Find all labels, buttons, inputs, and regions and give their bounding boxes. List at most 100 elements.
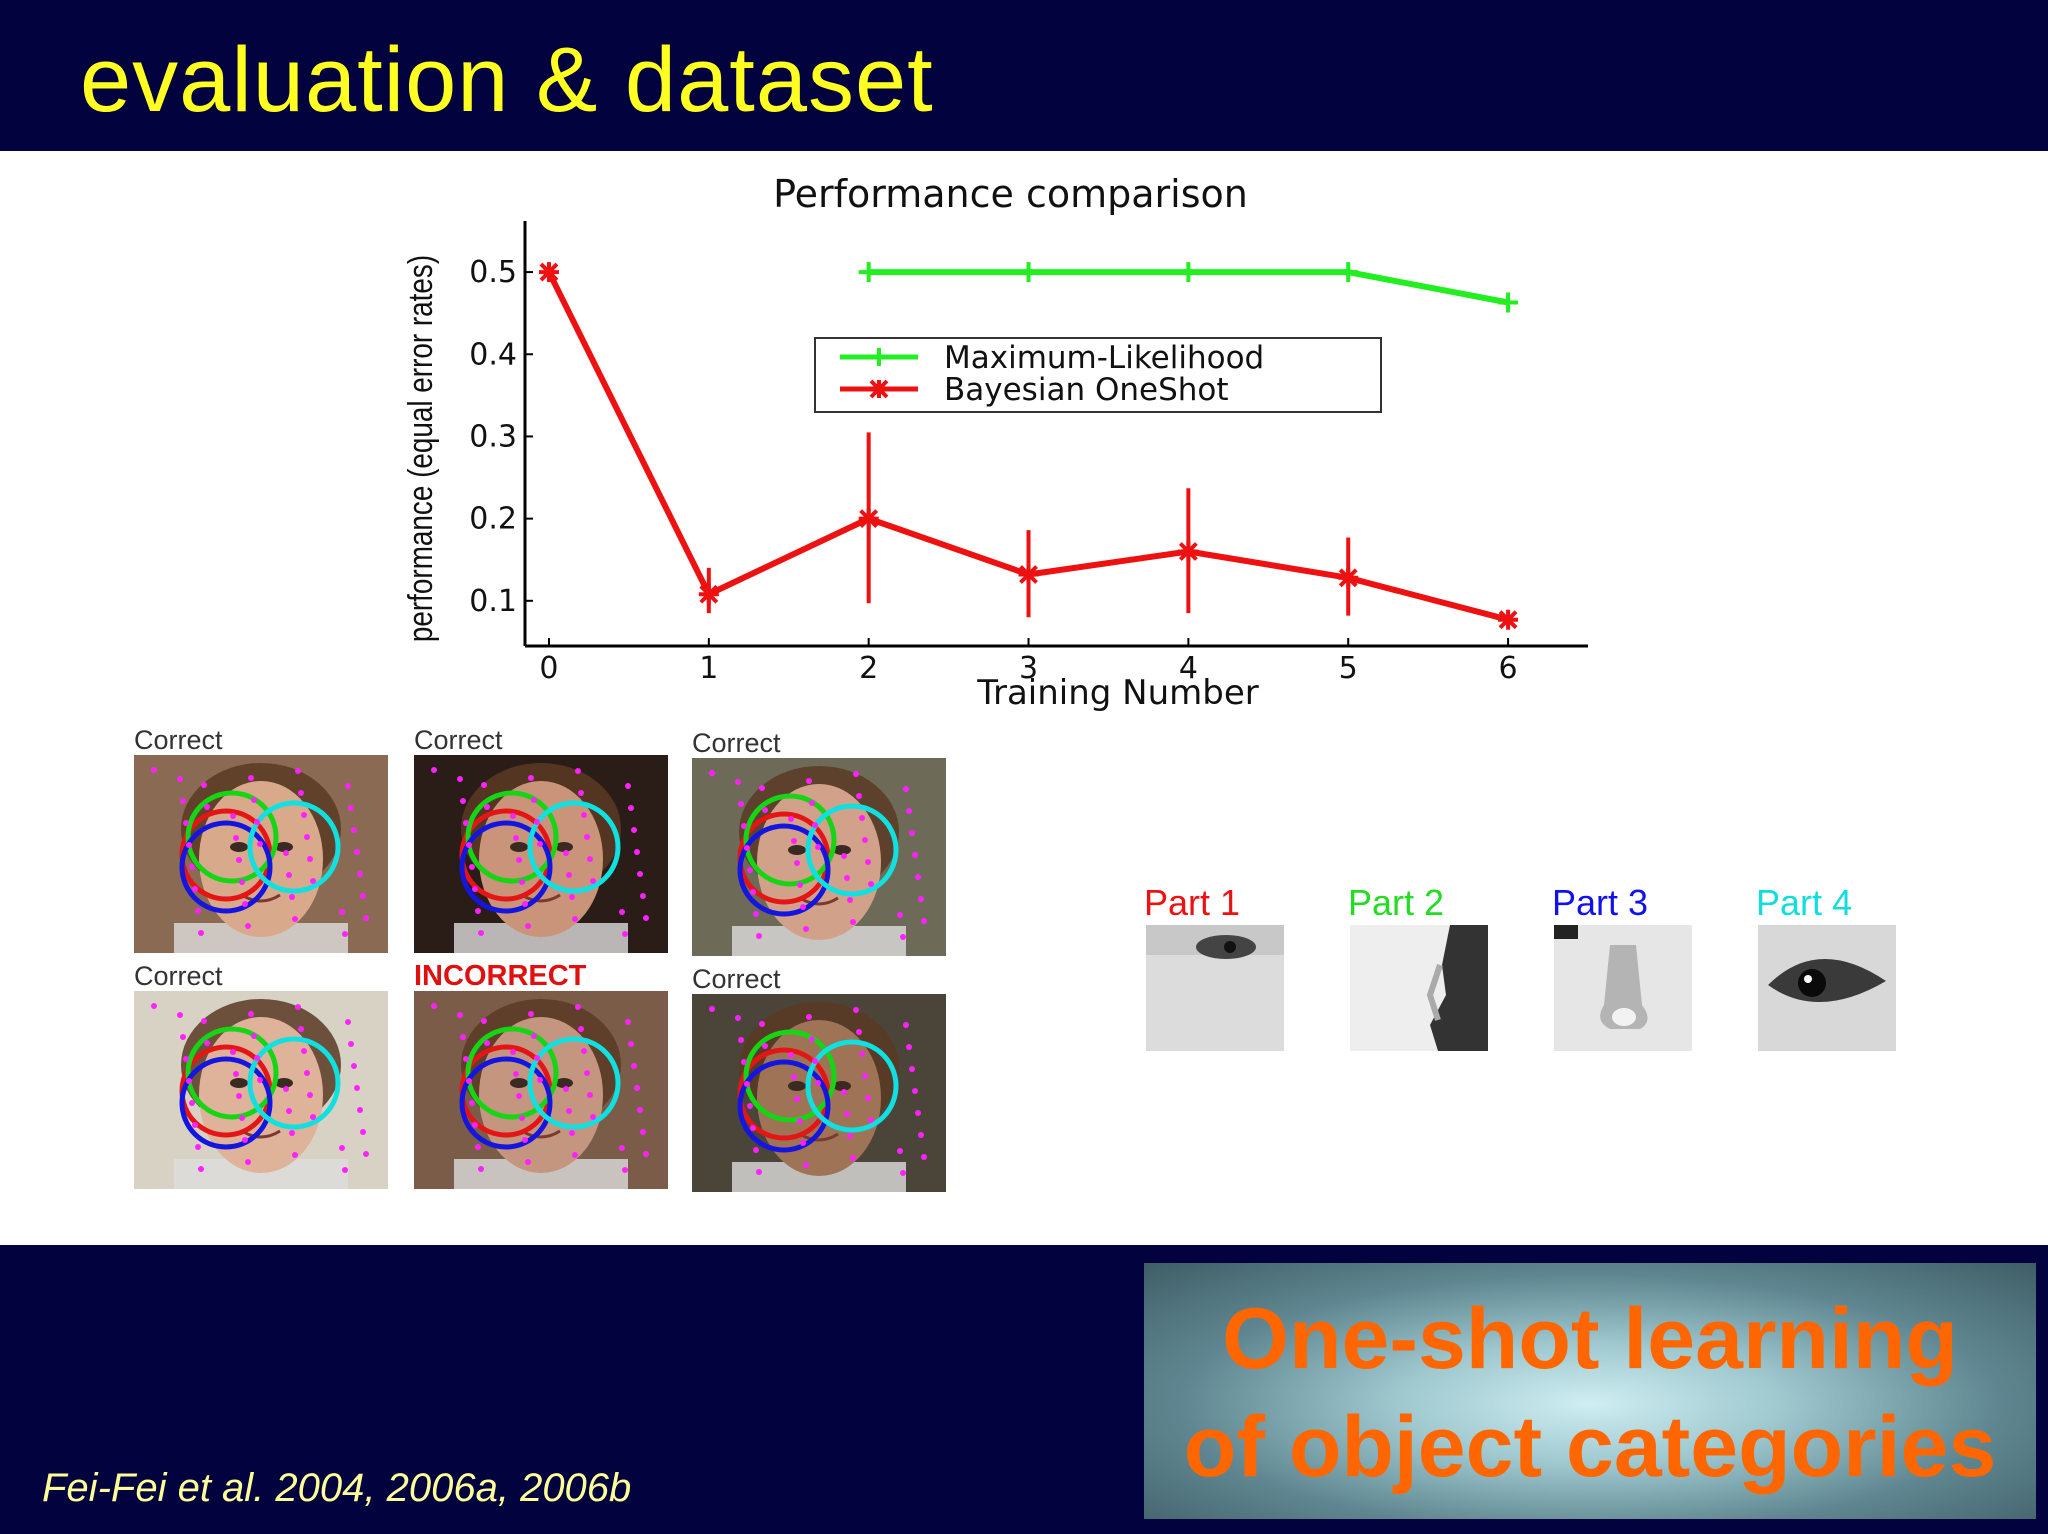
interest-point	[248, 775, 254, 781]
interest-point	[242, 901, 248, 907]
interest-point	[254, 819, 260, 825]
part-circle	[459, 820, 553, 914]
interest-point	[625, 1019, 631, 1025]
interest-point	[756, 1169, 762, 1175]
legend-label: Bayesian OneShot	[944, 372, 1229, 408]
interest-point	[522, 1137, 528, 1143]
interest-point	[180, 798, 186, 804]
eye-patch-icon	[1146, 925, 1284, 1051]
part-3: Part 3	[1552, 881, 1694, 1051]
interest-point	[475, 908, 481, 914]
interest-point	[242, 1137, 248, 1143]
interest-point	[189, 1100, 195, 1106]
eye-shape	[275, 842, 293, 852]
part-circle	[465, 1026, 559, 1120]
interest-point	[738, 1037, 744, 1043]
eye-shape	[788, 845, 806, 855]
interest-point	[357, 871, 363, 877]
interest-point	[847, 897, 853, 903]
interest-point	[750, 889, 756, 895]
interest-point	[475, 1144, 481, 1150]
interest-point	[918, 1132, 924, 1138]
interest-point	[859, 1051, 865, 1057]
interest-point	[903, 786, 909, 792]
interest-point	[912, 852, 918, 858]
x-tick-label: 3	[1019, 651, 1038, 686]
interest-point	[469, 864, 475, 870]
interest-point	[643, 915, 649, 921]
slide-title: evaluation & dataset	[80, 29, 934, 131]
interest-point	[906, 1044, 912, 1050]
interest-point	[292, 916, 298, 922]
eye-patch-icon	[1758, 925, 1896, 1051]
interest-point	[897, 1148, 903, 1154]
face-result-4: Correct	[134, 961, 388, 1189]
face-photo	[692, 994, 946, 1192]
interest-point	[631, 827, 637, 833]
interest-point	[741, 1059, 747, 1065]
interest-point	[587, 856, 593, 862]
data-point	[1178, 541, 1199, 562]
interest-point	[310, 1114, 316, 1120]
interest-point	[619, 1145, 625, 1151]
data-point	[698, 584, 719, 605]
interest-point	[756, 933, 762, 939]
interest-point	[788, 1052, 794, 1058]
interest-point	[921, 918, 927, 924]
interest-point	[584, 1070, 590, 1076]
interest-point	[584, 834, 590, 840]
part-circle	[737, 1059, 831, 1153]
x-tick-label: 6	[1499, 651, 1518, 686]
eye-shape	[555, 1078, 573, 1088]
x-tick-label: 0	[539, 651, 558, 686]
interest-point	[363, 1151, 369, 1157]
interest-point	[575, 768, 581, 774]
interest-point	[865, 1095, 871, 1101]
interest-point	[815, 1080, 821, 1086]
interest-point	[151, 767, 157, 773]
interest-point	[581, 812, 587, 818]
interest-point	[180, 1034, 186, 1040]
chart-title: Performance comparison	[773, 172, 1248, 216]
interest-point	[251, 1033, 257, 1039]
interest-point	[286, 1108, 292, 1114]
interest-point	[283, 1086, 289, 1092]
interest-point	[637, 871, 643, 877]
interest-point	[298, 1026, 304, 1032]
interest-point	[363, 915, 369, 921]
data-point	[1018, 564, 1039, 585]
interest-point	[457, 1012, 463, 1018]
interest-point	[360, 893, 366, 899]
part-circle	[179, 820, 273, 914]
interest-point	[463, 820, 469, 826]
interest-point	[572, 916, 578, 922]
interest-point	[522, 901, 528, 907]
interest-point	[357, 1107, 363, 1113]
interest-point	[186, 1078, 192, 1084]
interest-point	[348, 805, 354, 811]
interest-point	[481, 1018, 487, 1024]
interest-point	[304, 834, 310, 840]
interest-point	[637, 1107, 643, 1113]
interest-point	[192, 1122, 198, 1128]
x-tick-label: 2	[859, 651, 878, 686]
interest-point	[233, 835, 239, 841]
interest-point	[528, 1011, 534, 1017]
interest-point	[534, 1055, 540, 1061]
interest-point	[354, 1085, 360, 1091]
eye-shape	[275, 1078, 293, 1088]
interest-point	[466, 842, 472, 848]
eye-shape	[833, 1081, 851, 1091]
interest-point	[912, 1088, 918, 1094]
interest-point	[747, 867, 753, 873]
face-result-1: Correct	[134, 725, 388, 953]
interest-point	[195, 908, 201, 914]
interest-point	[307, 1092, 313, 1098]
interest-point	[525, 923, 531, 929]
part-1: Part 1	[1144, 881, 1286, 1051]
interest-point	[859, 815, 865, 821]
performance-chart: Performance comparison 0 1 2 3 4 5 6 0.5 0.4 0.3 0.…	[401, 172, 1588, 713]
interest-point	[516, 1093, 522, 1099]
interest-point	[841, 853, 847, 859]
interest-point	[245, 923, 251, 929]
